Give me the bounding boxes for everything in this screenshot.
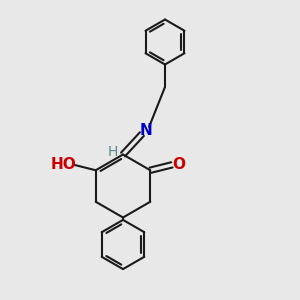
Text: HO: HO <box>51 157 76 172</box>
Text: O: O <box>172 157 185 172</box>
Text: H: H <box>108 145 118 159</box>
Text: N: N <box>139 123 152 138</box>
